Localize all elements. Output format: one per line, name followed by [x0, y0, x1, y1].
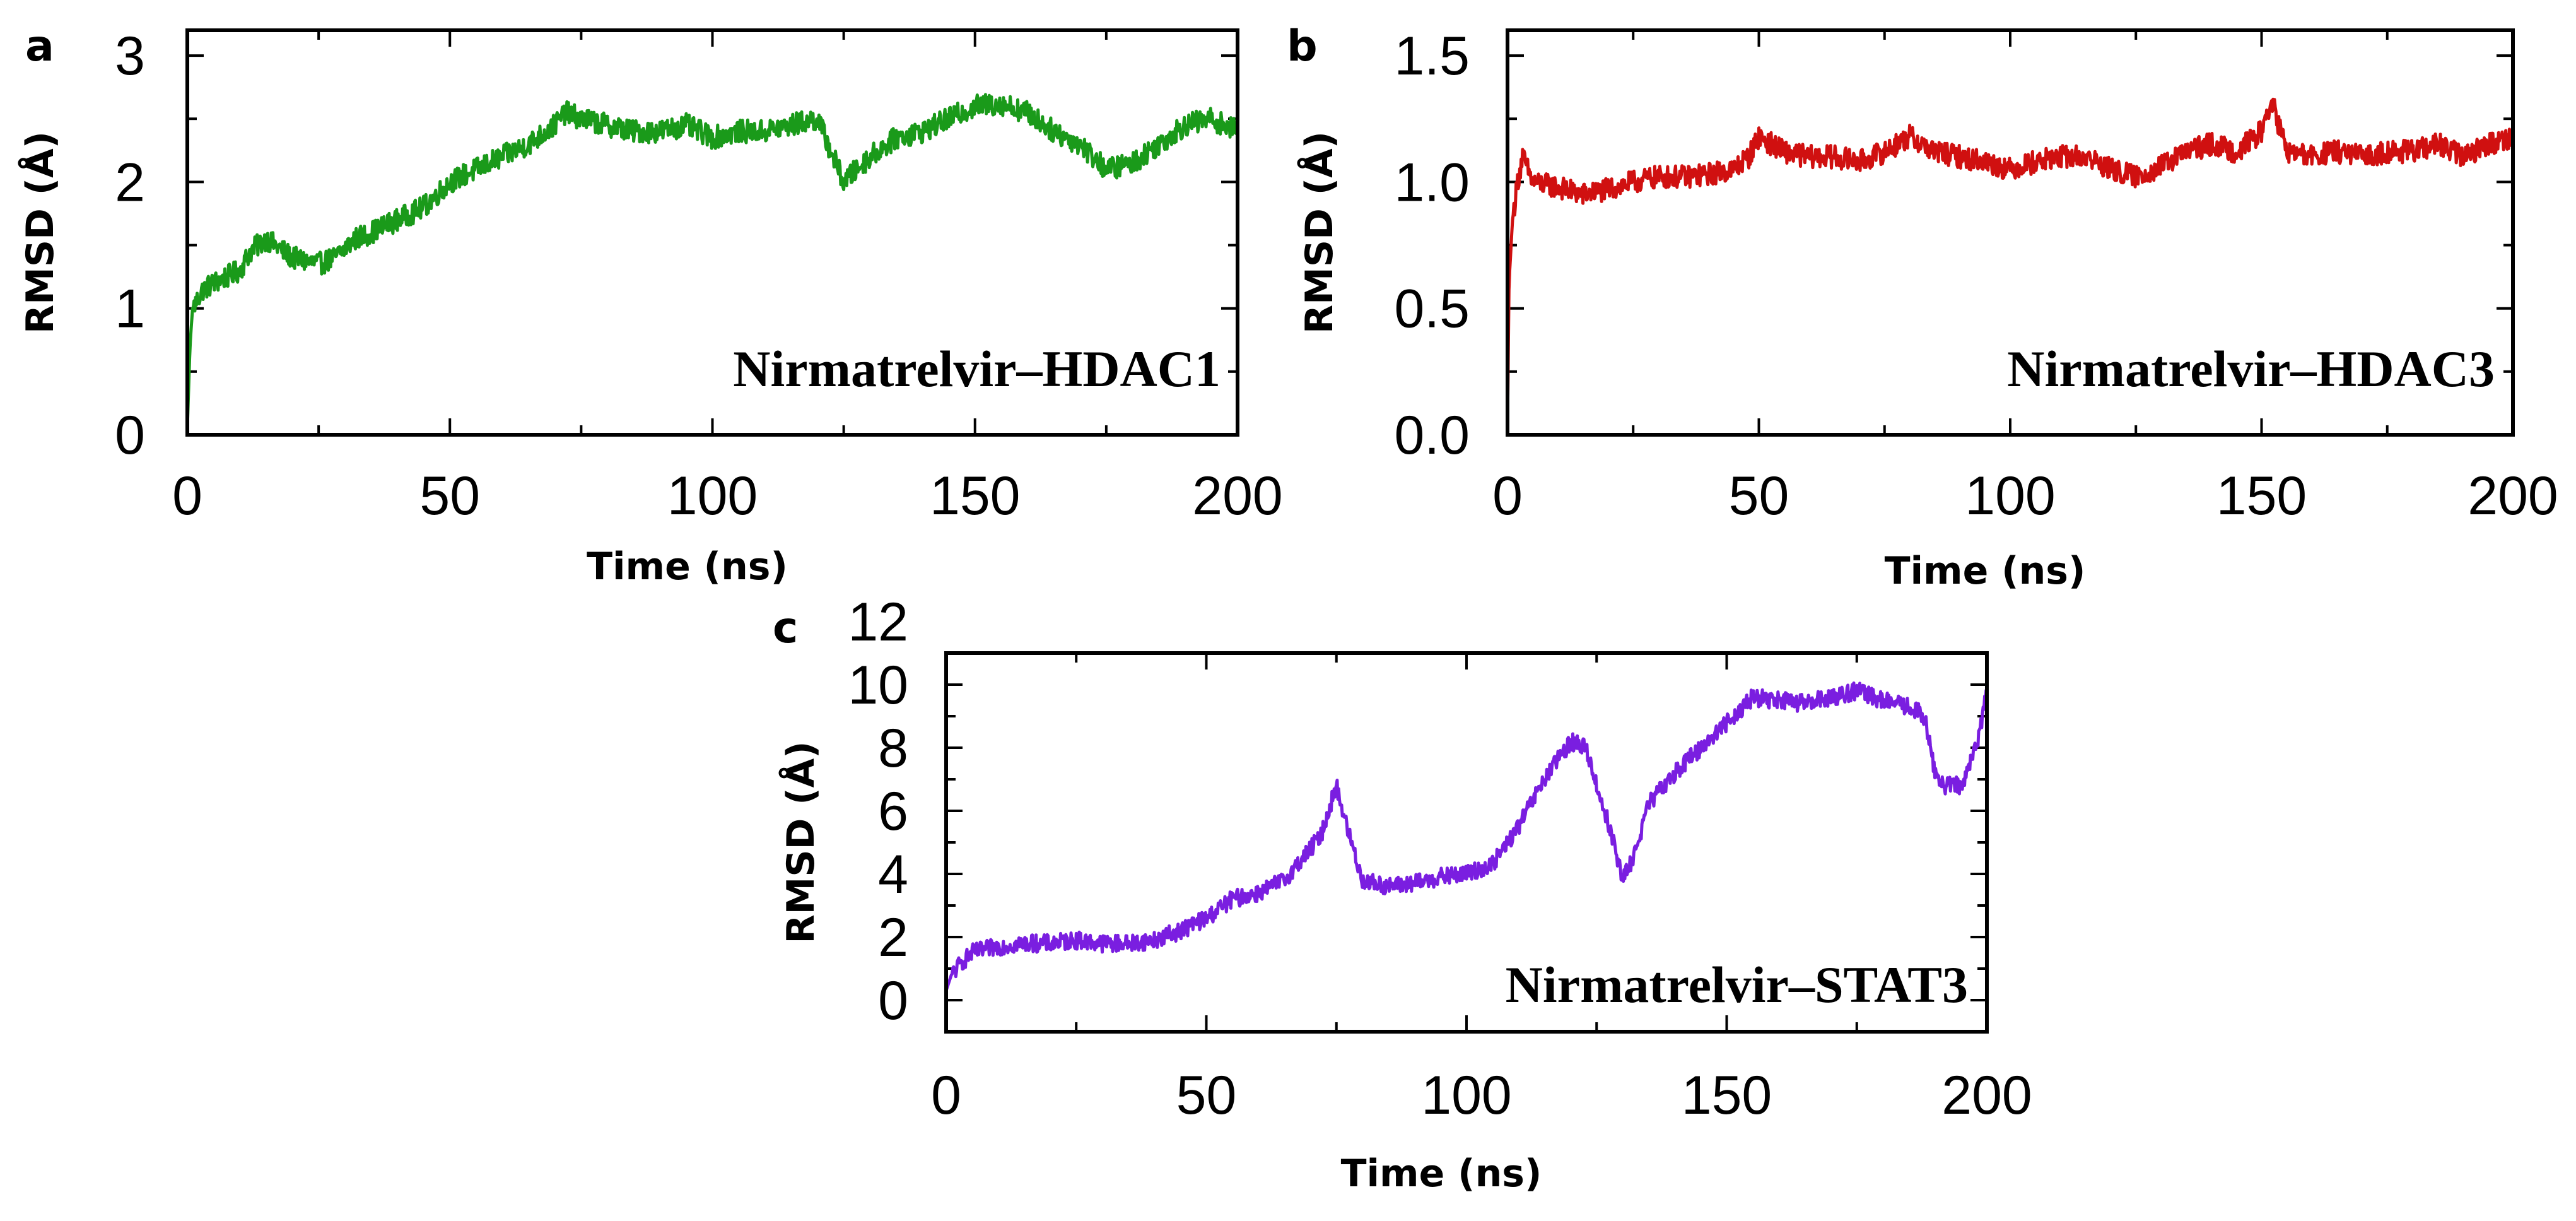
x-tick-label: 100 — [667, 466, 758, 526]
y-tick-label: 0.5 — [1394, 279, 1470, 339]
x-tick-label: 100 — [1421, 1065, 1512, 1126]
y-tick-label: 12 — [848, 592, 908, 652]
x-tick-label: 150 — [2216, 466, 2307, 526]
x-tick-label: 200 — [1941, 1065, 2032, 1126]
x-tick-label: 50 — [1729, 466, 1789, 526]
x-tick-label: 50 — [1176, 1065, 1237, 1126]
plot-frame — [1506, 28, 2515, 437]
x-axis-title: Time (ns) — [1885, 549, 2086, 593]
panel-a: 0 50 100 150 200 0 1 2 3 Time (ns) RMSD (Å) a Nirmat… — [18, 21, 1283, 589]
series-annotation: Nirmatrelvir–STAT3 — [1506, 956, 1968, 1013]
y-tick-label: 8 — [878, 718, 908, 779]
panel-letter: a — [25, 21, 54, 71]
x-tick-label: 200 — [2468, 466, 2558, 526]
y-tick-label: 10 — [848, 655, 908, 716]
y-tick-label: 3 — [115, 26, 145, 86]
x-axis-title: Time (ns) — [1341, 1152, 1542, 1196]
x-tick-label: 150 — [930, 466, 1021, 526]
rmsd-series-line — [944, 681, 1989, 991]
y-tick-label: 1 — [115, 279, 145, 339]
x-tick-label: 100 — [1965, 466, 2056, 526]
panel-letter: c — [773, 603, 798, 653]
series-annotation: Nirmatrelvir–HDAC3 — [2007, 340, 2495, 398]
series-annotation: Nirmatrelvir–HDAC1 — [733, 340, 1221, 398]
x-tick-label: 0 — [931, 1065, 961, 1126]
x-tick-label: 50 — [419, 466, 480, 526]
x-tick-label: 0 — [172, 466, 202, 526]
y-tick-label: 0 — [878, 970, 908, 1031]
x-tick-label: 200 — [1192, 466, 1283, 526]
x-axis-title: Time (ns) — [587, 545, 788, 589]
y-tick-label: 0.0 — [1394, 405, 1470, 466]
plot-frame — [944, 651, 1989, 1034]
rmsd-series-line — [1506, 97, 2515, 430]
y-tick-label: 6 — [878, 781, 908, 842]
panel-b: 0 50 100 150 200 0.0 0.5 1.0 1.5 Time (ns) RMSD (Å… — [1287, 21, 2558, 593]
y-tick-label: 2 — [115, 152, 145, 213]
y-axis-title: RMSD (Å) — [1297, 131, 1342, 334]
y-axis-title: RMSD (Å) — [778, 741, 823, 943]
y-tick-label: 0 — [115, 405, 145, 466]
y-tick-label: 1.5 — [1394, 26, 1470, 86]
y-axis-title: RMSD (Å) — [18, 131, 62, 334]
y-tick-label: 4 — [878, 844, 908, 905]
x-tick-label: 150 — [1682, 1065, 1772, 1126]
y-tick-label: 1.0 — [1394, 152, 1470, 213]
y-tick-label: 2 — [878, 907, 908, 968]
plot-frame — [185, 28, 1239, 437]
rmsd-series-line — [185, 93, 1239, 429]
x-tick-label: 0 — [1492, 466, 1523, 526]
panel-letter: b — [1287, 21, 1318, 71]
